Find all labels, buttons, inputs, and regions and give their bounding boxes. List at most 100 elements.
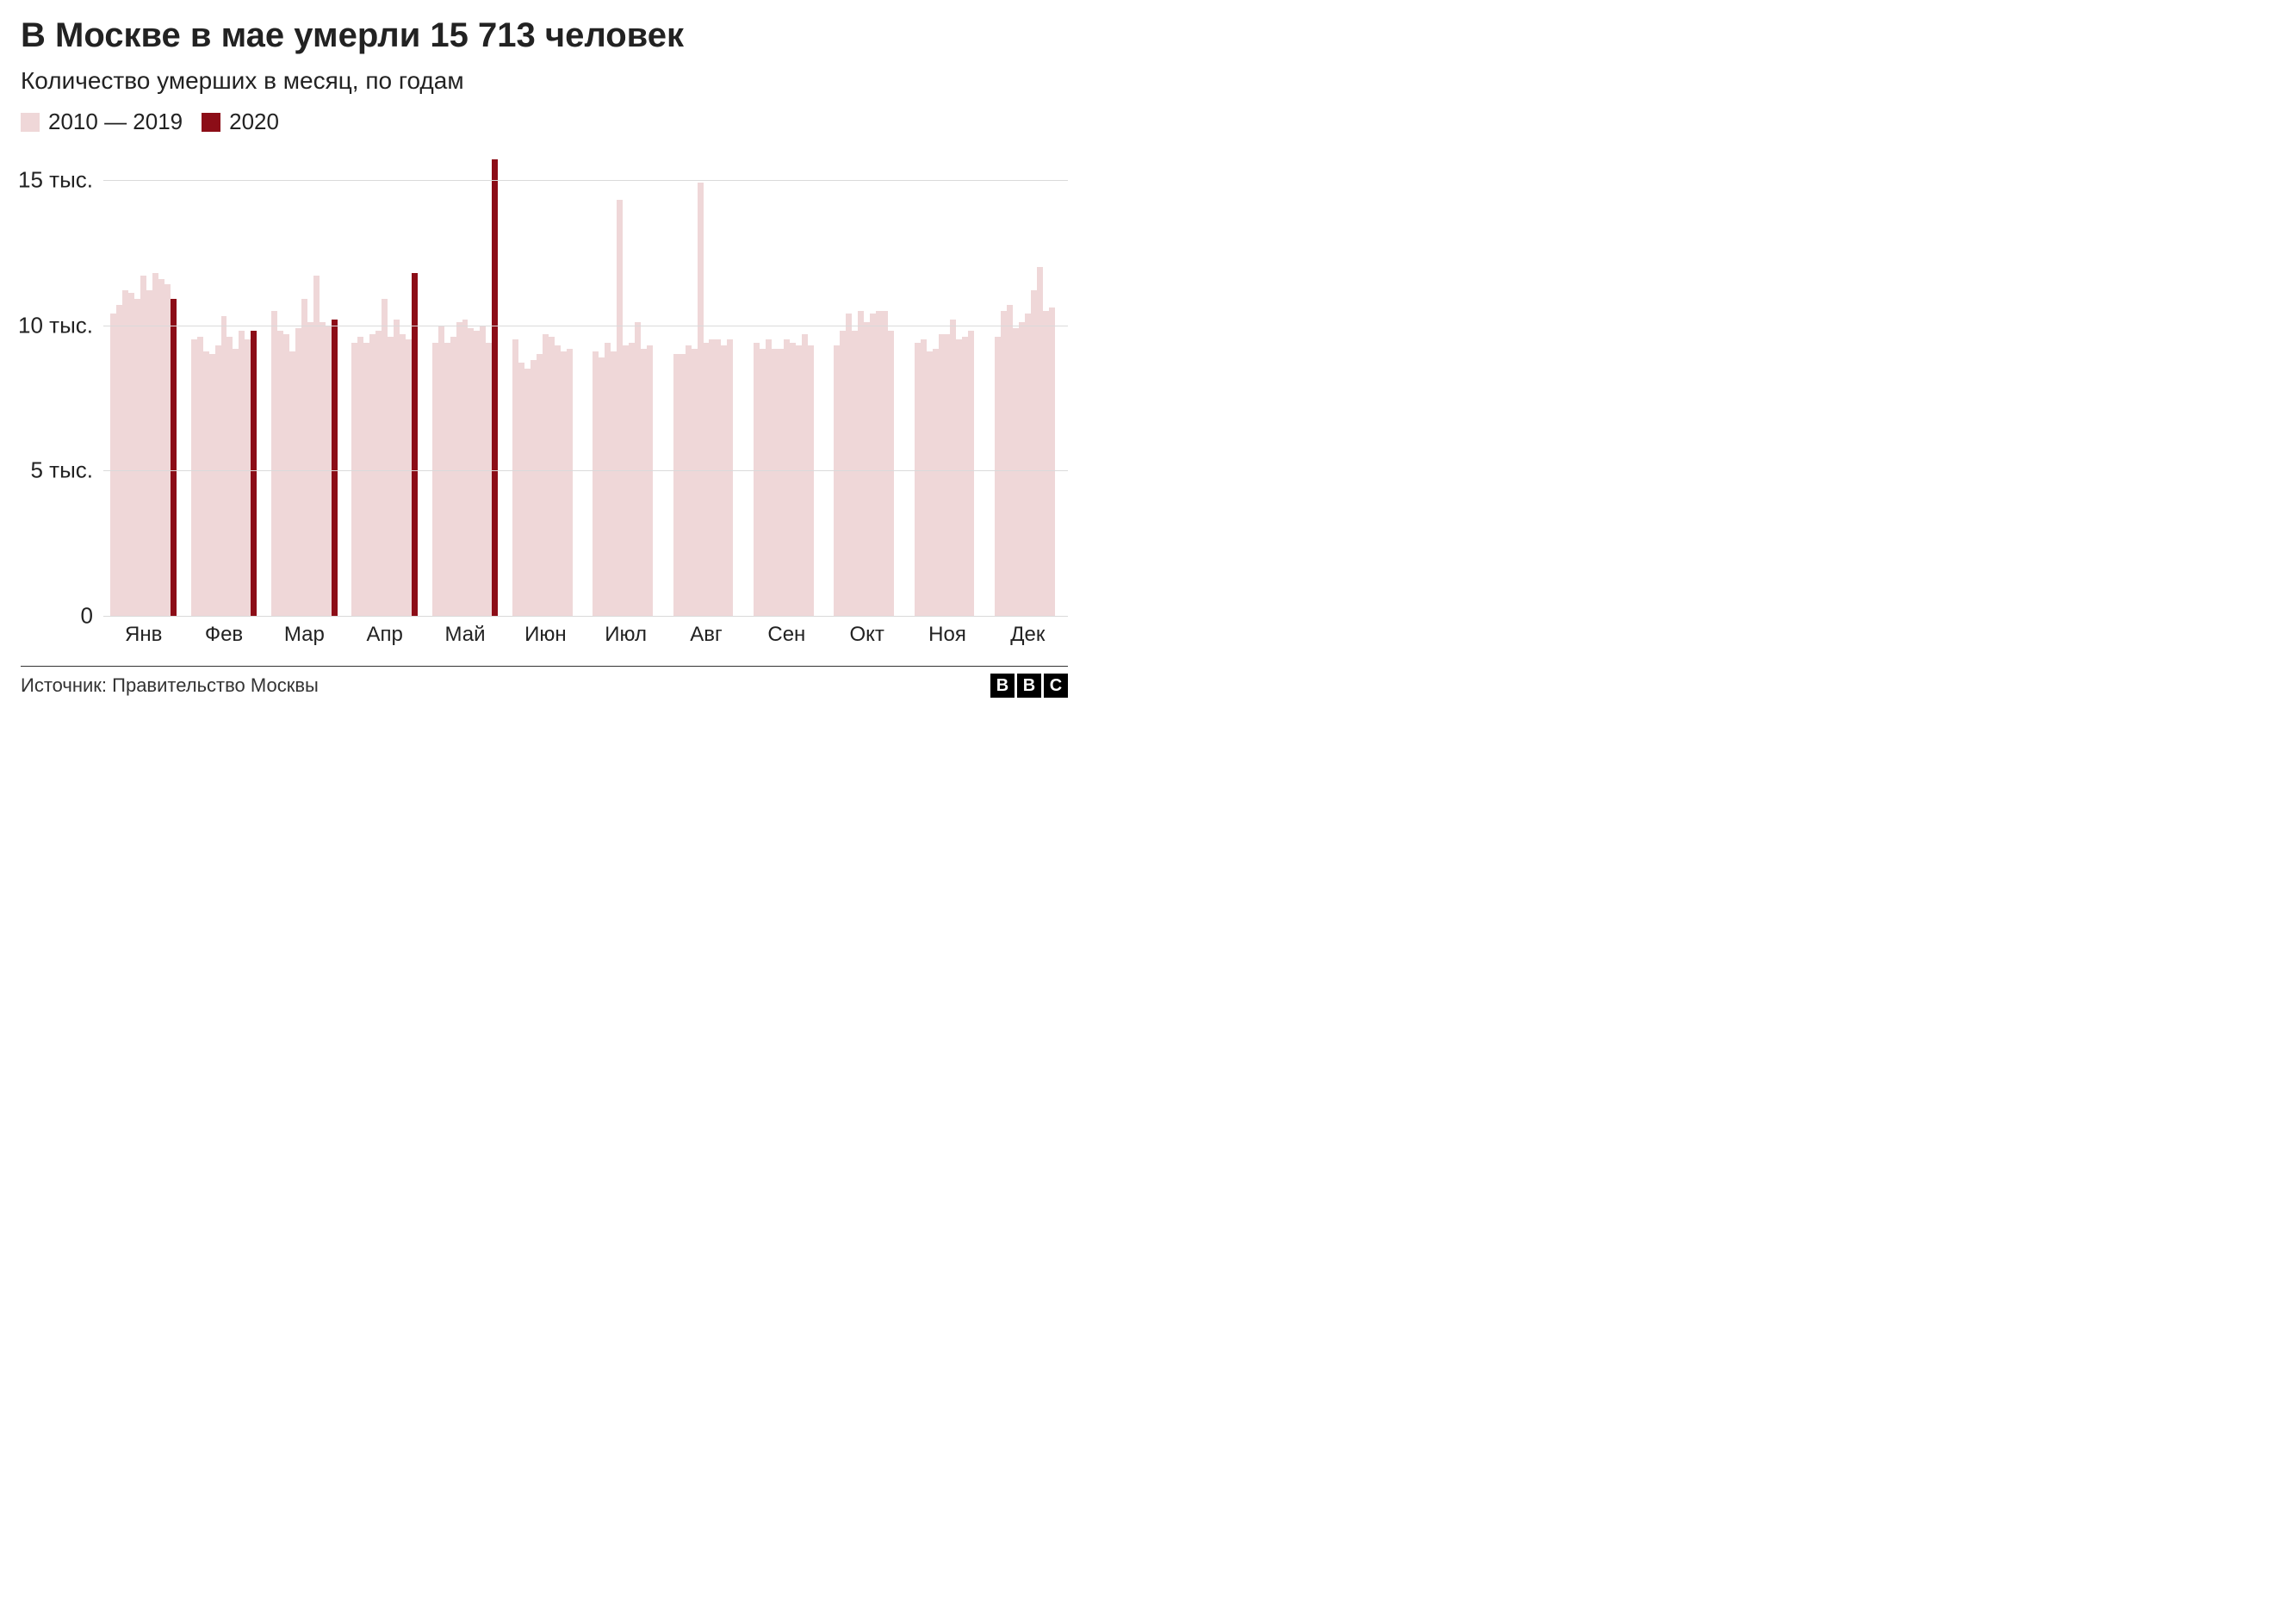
bar-historic xyxy=(864,322,870,616)
bar-current xyxy=(171,299,177,616)
bar-historic xyxy=(357,337,363,616)
bar-historic xyxy=(623,345,629,616)
bar-historic xyxy=(927,351,933,616)
bar-historic xyxy=(635,322,641,616)
bar-historic xyxy=(852,331,858,616)
bar-historic xyxy=(1007,305,1013,616)
y-tick-label: 0 xyxy=(81,603,103,630)
bar-historic xyxy=(790,343,796,616)
bar-historic xyxy=(962,337,968,616)
bar-historic xyxy=(629,343,635,616)
bar-historic xyxy=(876,311,882,616)
plot-area: 05 тыс.10 тыс.15 тыс. xyxy=(103,151,1068,616)
bar-historic xyxy=(549,337,555,616)
bar-historic xyxy=(128,293,134,616)
bar-historic xyxy=(245,339,251,616)
gridline xyxy=(103,470,1068,471)
bar-historic xyxy=(641,349,647,617)
bar-historic xyxy=(197,337,203,616)
bar-current xyxy=(251,331,257,616)
legend-item-historic: 2010 — 2019 xyxy=(21,109,183,135)
bar-historic xyxy=(146,290,152,616)
bar-historic xyxy=(382,299,388,616)
x-tick-label: Авг xyxy=(690,623,723,647)
legend-label-historic: 2010 — 2019 xyxy=(48,109,183,135)
gridline xyxy=(103,180,1068,181)
footer-divider xyxy=(21,666,1068,667)
x-tick-label: Мар xyxy=(284,623,325,647)
bar-historic xyxy=(915,343,921,616)
bar-historic xyxy=(363,343,369,616)
bbc-logo-box: C xyxy=(1044,674,1068,698)
chart-area: 05 тыс.10 тыс.15 тыс. ЯнвФевМарАпрМайИюн… xyxy=(103,151,1068,650)
bar-historic xyxy=(134,299,140,616)
bar-historic xyxy=(221,316,227,616)
bar-historic xyxy=(1043,311,1049,616)
bar-historic xyxy=(766,339,772,616)
bar-historic xyxy=(561,351,567,616)
bar-historic xyxy=(882,311,888,616)
bar-historic xyxy=(995,337,1001,616)
bar-historic xyxy=(486,343,492,616)
bar-historic xyxy=(840,331,846,616)
bar-historic xyxy=(1031,290,1037,616)
bar-historic xyxy=(968,331,974,616)
bar-historic xyxy=(320,322,326,616)
bar-historic xyxy=(474,331,480,616)
bar-historic xyxy=(611,351,617,616)
bar-historic xyxy=(760,349,766,617)
bar-historic xyxy=(1049,307,1055,616)
bar-historic xyxy=(617,200,623,616)
bar-historic xyxy=(271,311,277,616)
bar-historic xyxy=(537,354,543,616)
chart-container: В Москве в мае умерли 15 713 человек Кол… xyxy=(0,0,1089,706)
bar-historic xyxy=(1013,328,1019,616)
bar-historic xyxy=(567,349,573,617)
bar-historic xyxy=(796,345,802,616)
bar-historic xyxy=(921,339,927,616)
bar-historic xyxy=(432,343,438,616)
bar-historic xyxy=(709,339,715,616)
chart-subtitle: Количество умерших в месяц, по годам xyxy=(21,67,1068,95)
bar-historic xyxy=(191,339,197,616)
legend-label-current: 2020 xyxy=(229,109,279,135)
bar-historic xyxy=(858,311,864,616)
x-tick-label: Окт xyxy=(849,623,884,647)
bar-historic xyxy=(808,345,814,616)
chart-title: В Москве в мае умерли 15 713 человек xyxy=(21,16,1068,55)
x-tick-label: Апр xyxy=(366,623,402,647)
bar-historic xyxy=(939,334,945,616)
bar-historic xyxy=(164,284,171,616)
x-tick-label: Фев xyxy=(205,623,243,647)
bar-historic xyxy=(444,343,450,616)
bar-historic xyxy=(543,334,549,616)
bar-historic xyxy=(203,351,209,616)
bar-historic xyxy=(462,320,469,616)
bar-historic xyxy=(400,334,406,616)
y-tick-label: 5 тыс. xyxy=(30,457,103,484)
bar-historic xyxy=(524,369,531,616)
bar-historic xyxy=(450,337,456,616)
bar-historic xyxy=(239,331,245,616)
bar-current xyxy=(492,159,498,616)
bar-historic xyxy=(834,345,840,616)
bar-historic xyxy=(122,290,128,616)
bar-historic xyxy=(933,349,939,617)
bar-historic xyxy=(295,328,301,616)
bar-historic xyxy=(950,320,956,616)
legend-item-current: 2020 xyxy=(202,109,279,135)
bar-historic xyxy=(351,343,357,616)
bar-historic xyxy=(456,322,462,616)
x-tick-label: Янв xyxy=(125,623,162,647)
bar-historic xyxy=(754,343,760,616)
bar-historic xyxy=(698,183,704,616)
x-tick-label: Дек xyxy=(1010,623,1045,647)
bar-historic xyxy=(209,354,215,616)
bar-historic xyxy=(802,334,808,616)
bar-historic xyxy=(772,349,778,617)
bar-historic xyxy=(406,339,412,616)
legend: 2010 — 2019 2020 xyxy=(21,109,1068,135)
bar-historic xyxy=(945,334,951,616)
bar-historic xyxy=(531,360,537,616)
bar-historic xyxy=(369,334,375,616)
